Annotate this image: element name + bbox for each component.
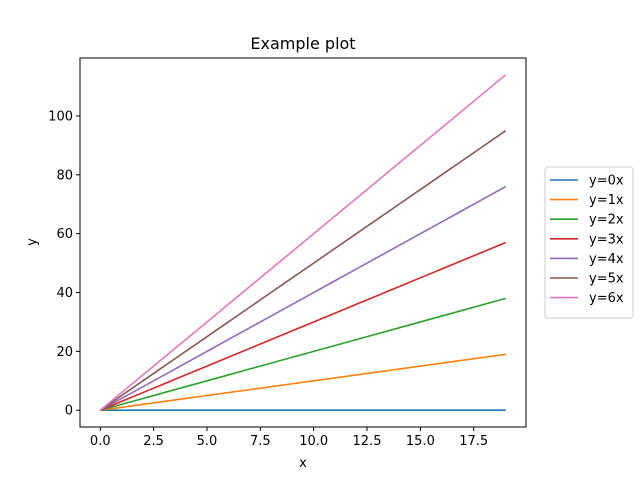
x-tick-label: 2.5 (143, 434, 164, 449)
x-axis-title: x (299, 456, 307, 471)
y-axis-title: y (25, 238, 40, 246)
legend-label: y=3x (589, 232, 624, 247)
x-tick-label: 17.5 (459, 434, 488, 449)
series-line-y-5x (99, 130, 507, 411)
y-tick-label: 20 (56, 345, 73, 360)
series-line-y-4x (99, 185, 507, 411)
y-tick-label: 0 (65, 404, 73, 419)
legend-label: y=1x (589, 193, 624, 208)
legend-label: y=0x (589, 174, 624, 189)
plot-frame (79, 57, 527, 428)
y-tick-label: 60 (56, 227, 73, 242)
series-layer (99, 74, 507, 412)
legend: y=0x y=1x y=2x y=3x y=4x y=5x y=6x (544, 166, 634, 319)
y-tick-label: 100 (48, 109, 73, 124)
series-line-y-6x (99, 74, 507, 411)
x-tick-label: 0.0 (90, 434, 111, 449)
x-tick-label: 10.0 (299, 434, 328, 449)
legend-label: y=6x (589, 291, 624, 306)
x-axis-ticks: 0.0 2.5 5.0 7.5 10.0 12.5 15.0 17.5 (90, 427, 488, 449)
series-line-y-1x (100, 353, 506, 412)
legend-label: y=4x (589, 252, 624, 267)
x-tick-label: 7.5 (250, 434, 271, 449)
y-tick-label: 40 (56, 286, 73, 301)
legend-box (544, 166, 634, 319)
x-tick-label: 12.5 (353, 434, 382, 449)
legend-label: y=5x (589, 272, 624, 287)
legend-label: y=2x (589, 213, 624, 228)
x-tick-label: 15.0 (406, 434, 435, 449)
chart-title: Example plot (250, 34, 355, 53)
series-line-y-2x (100, 297, 506, 412)
y-tick-label: 80 (56, 168, 73, 183)
y-axis-ticks: 0 20 40 60 80 100 (48, 109, 80, 419)
x-tick-label: 5.0 (197, 434, 218, 449)
series-line-y-3x (99, 241, 507, 411)
